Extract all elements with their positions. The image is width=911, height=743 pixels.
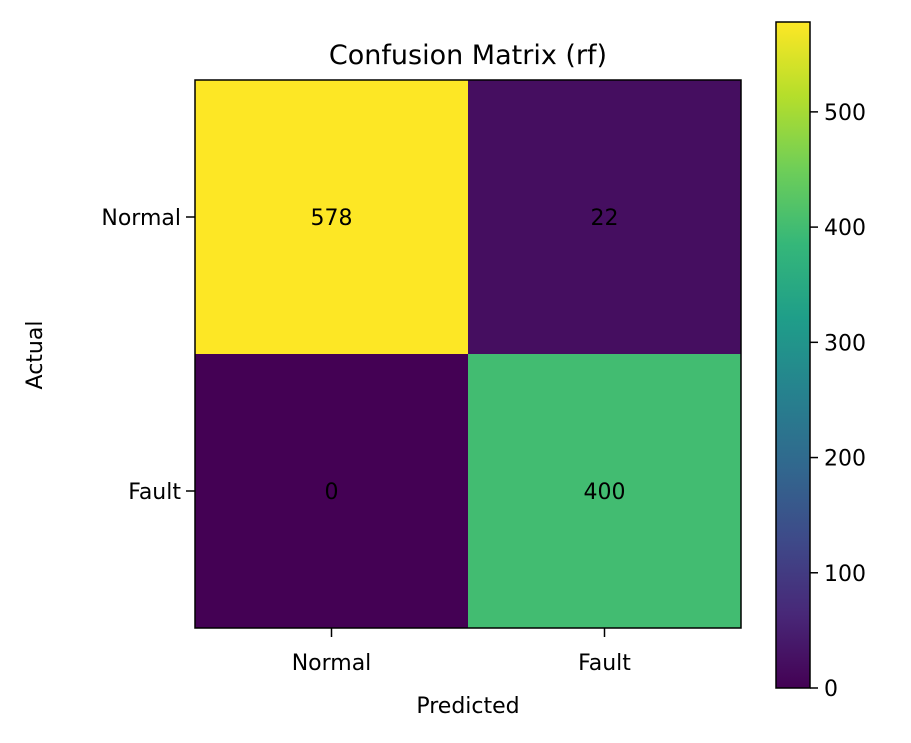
colorbar <box>775 21 811 689</box>
x-tick-label: Normal <box>292 651 372 676</box>
colorbar-tick-label: 100 <box>824 562 866 587</box>
cell-value-label: 22 <box>591 206 619 231</box>
heatmap-cell <box>468 354 742 629</box>
plot-frame <box>194 79 742 629</box>
heatmap-cell-labels: 578 22 0 400 <box>311 206 626 505</box>
heatmap-cell <box>195 80 469 355</box>
heatmap-cell <box>195 354 469 629</box>
y-axis-label: Actual <box>23 321 48 390</box>
x-axis-label: Predicted <box>416 694 519 719</box>
heatmap-cell <box>468 80 742 355</box>
cell-value-label: 578 <box>311 206 353 231</box>
colorbar-tick-label: 0 <box>824 677 838 702</box>
y-axis-ticks: Normal Fault <box>101 206 195 505</box>
colorbar-tick-label: 500 <box>824 101 866 126</box>
chart-title: Confusion Matrix (rf) <box>329 40 607 71</box>
x-tick-label: Fault <box>578 651 631 676</box>
colorbar-ticks: 0 100 200 300 400 500 <box>810 101 866 702</box>
colorbar-tick-label: 200 <box>824 447 866 472</box>
heatmap-cells <box>195 80 742 629</box>
cell-value-label: 0 <box>325 480 339 505</box>
cell-value-label: 400 <box>584 480 626 505</box>
x-axis-ticks: Normal Fault <box>292 628 631 676</box>
colorbar-tick-label: 300 <box>824 331 866 356</box>
y-tick-label: Normal <box>101 206 181 231</box>
colorbar-tick-label: 400 <box>824 216 866 241</box>
y-tick-label: Fault <box>128 480 181 505</box>
